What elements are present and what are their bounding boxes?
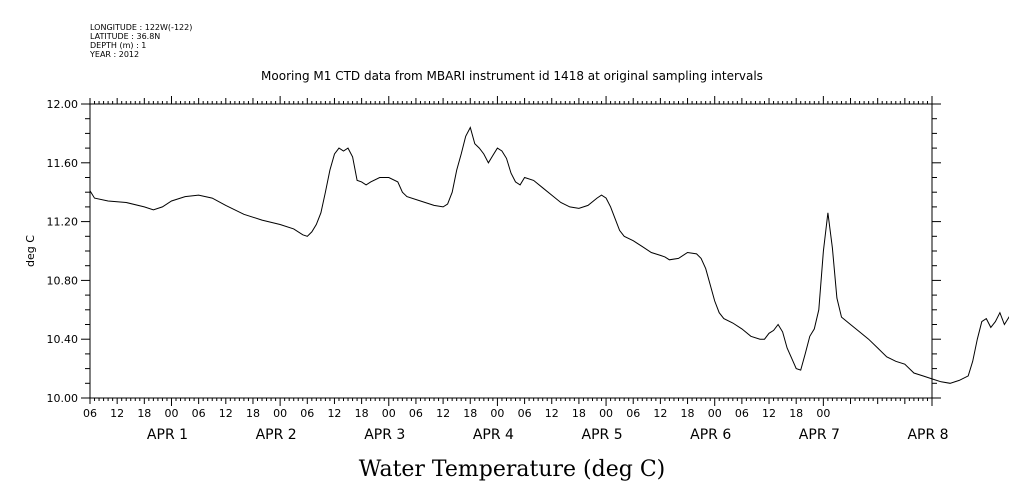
x-axis-title: Water Temperature (deg C) [359,457,666,482]
meta-depth: DEPTH (m) : 1 [90,41,146,50]
x-tick-label: 12 [110,407,124,420]
x-day-label: APR 7 [799,427,840,443]
x-tick-label: 18 [355,407,369,420]
x-tick-label: 06 [518,407,532,420]
x-day-label: APR 3 [364,427,405,443]
x-tick-label: 12 [653,407,667,420]
x-tick-label: 18 [789,407,803,420]
x-tick-label: 06 [735,407,749,420]
x-tick-label: 00 [708,407,722,420]
x-tick-label: 18 [572,407,586,420]
x-tick-label: 12 [436,407,450,420]
x-day-label: APR 6 [690,427,731,443]
x-tick-label: 00 [273,407,287,420]
meta-longitude: LONGITUDE : 122W(-122) [90,23,192,32]
y-tick-label: 12.00 [47,98,79,111]
x-tick-label: 06 [192,407,206,420]
x-day-label: APR 5 [582,427,623,443]
x-tick-label: 06 [626,407,640,420]
x-tick-label: 00 [490,407,504,420]
series-layer [89,126,1009,384]
x-tick-label: 18 [463,407,477,420]
y-tick-label: 10.40 [47,333,79,346]
y-tick-label: 10.00 [47,392,79,405]
y-tick-label: 11.60 [47,157,79,170]
x-tick-label: 18 [137,407,151,420]
y-axis-label: deg C [24,235,37,267]
x-tick-label: 06 [83,407,97,420]
x-tick-label: 00 [382,407,396,420]
x-tick-label: 12 [762,407,776,420]
metadata-block: LONGITUDE : 122W(-122) LATITUDE : 36.8N … [89,23,192,59]
x-day-label: APR 1 [147,427,188,443]
x-tick-label: 18 [246,407,260,420]
x-axis: 06 12 18 00 06 12 18 00 06 12 18 00 06 12 18 00 06 12 18 00… [83,96,949,443]
y-tick-label: 10.80 [47,274,79,287]
x-tick-label: 06 [300,407,314,420]
meta-year: YEAR : 2012 [89,50,139,59]
y-tick-label: 11.20 [47,216,79,229]
x-tick-label: 06 [409,407,423,420]
x-day-label: APR 2 [256,427,297,443]
chart-title: Mooring M1 CTD data from MBARI instrumen… [261,69,763,83]
x-tick-label: 12 [219,407,233,420]
x-tick-label: 12 [545,407,559,420]
y-axis: 10.00 10.40 10.80 11.20 11.60 12.00 [47,98,941,405]
x-tick-label: 18 [681,407,695,420]
x-tick-label: 00 [599,407,613,420]
x-tick-label: 12 [327,407,341,420]
x-day-label: APR 8 [907,427,948,443]
x-tick-label: 00 [816,407,830,420]
temperature-series-line [89,126,1009,384]
meta-latitude: LATITUDE : 36.8N [90,32,160,41]
x-day-label: APR 4 [473,427,514,443]
x-tick-label: 00 [164,407,178,420]
